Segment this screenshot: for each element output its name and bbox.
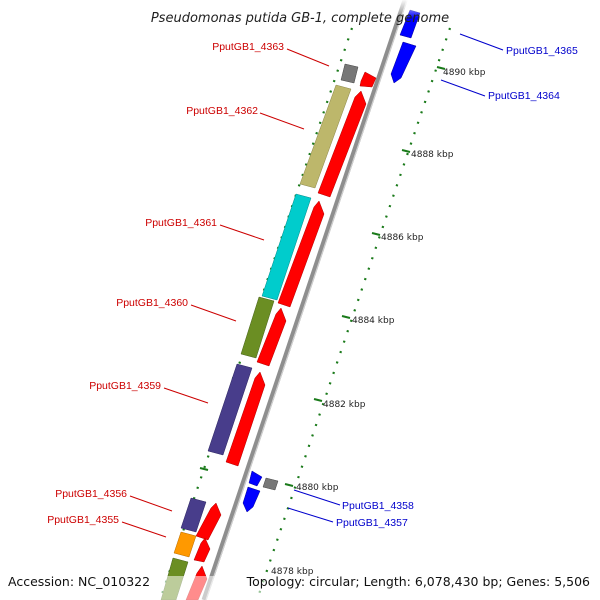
reverse-strand-genes xyxy=(242,9,421,513)
gene-label-4365[interactable]: PputGB1_4365 xyxy=(506,45,578,57)
major-tick xyxy=(436,66,446,70)
tick-label-4886: 4886 kbp xyxy=(381,233,424,243)
gene-label-4355[interactable]: PputGB1_4355 xyxy=(47,514,119,526)
gene-label-4360[interactable]: PputGB1_4360 xyxy=(116,297,188,309)
tick-label-4884: 4884 kbp xyxy=(352,316,395,326)
gene-4363-cds[interactable] xyxy=(359,71,377,88)
inner-tick-dots xyxy=(158,27,354,600)
leader-4357 xyxy=(287,507,334,523)
major-tick xyxy=(199,467,209,471)
gene-label-4361[interactable]: PputGB1_4361 xyxy=(145,217,217,229)
gene-4356-cds[interactable] xyxy=(195,502,222,541)
tick-label-4890: 4890 kbp xyxy=(443,68,486,78)
leader-4355 xyxy=(121,521,167,538)
gene-label-4357[interactable]: PputGB1_4357 xyxy=(336,517,408,529)
gene-4359-cds[interactable] xyxy=(225,371,266,467)
leader-4359 xyxy=(163,387,209,404)
gene-4364-cds[interactable] xyxy=(390,41,417,84)
topology-text: Topology: circular; Length: 6,078,430 bp… xyxy=(246,574,590,589)
gene-4360-cds[interactable] xyxy=(256,307,287,367)
cog-function-ring xyxy=(160,63,359,600)
map-title: Pseudomonas putida GB-1, complete genome xyxy=(151,11,449,26)
cog-block-indigo-2 xyxy=(180,497,207,533)
outer-tick-ring xyxy=(255,27,452,600)
leader-4364 xyxy=(440,79,486,97)
backbone-line xyxy=(201,0,408,600)
accession-text: Accession: NC_010322 xyxy=(8,574,150,589)
leader-4356 xyxy=(129,495,173,512)
gene-4361-cds[interactable] xyxy=(277,200,325,308)
gene-label-4364[interactable]: PputGB1_4364 xyxy=(488,90,560,102)
major-tick xyxy=(313,398,323,402)
forward-strand-genes xyxy=(185,71,377,600)
leader-4363 xyxy=(286,48,330,67)
genome-backbone xyxy=(201,0,408,600)
top-fade-overlay xyxy=(395,0,440,18)
gene-label-4359[interactable]: PputGB1_4359 xyxy=(89,380,161,392)
gene-label-4362[interactable]: PputGB1_4362 xyxy=(186,105,258,117)
gene-label-4356[interactable]: PputGB1_4356 xyxy=(55,488,127,500)
gene-4362-cds[interactable] xyxy=(317,90,367,198)
major-tick xyxy=(284,483,294,487)
gene-4358-cds[interactable] xyxy=(248,470,263,487)
leader-4365 xyxy=(459,33,504,51)
label-leader-lines xyxy=(121,33,504,538)
leader-4360 xyxy=(190,304,237,322)
leader-4361 xyxy=(219,224,265,241)
cog-block-gray xyxy=(340,63,359,84)
gene-labels: PputGB1_4363 PputGB1_4362 PputGB1_4361 P… xyxy=(47,41,578,529)
tick-label-4880: 4880 kbp xyxy=(296,483,339,493)
outer-tick-dots xyxy=(255,27,452,600)
major-tick xyxy=(401,149,411,153)
gene-4355-cds[interactable] xyxy=(193,537,211,563)
footer-backdrop xyxy=(0,576,600,600)
backbone-highlight xyxy=(205,0,408,600)
cog-block-khaki xyxy=(299,84,352,189)
gene-label-4358[interactable]: PputGB1_4358 xyxy=(342,500,414,512)
leader-4358 xyxy=(293,489,341,506)
tick-label-4878: 4878 kbp xyxy=(271,567,314,577)
tick-labels: 4890 kbp 4888 kbp 4886 kbp 4884 kbp 4882… xyxy=(271,68,486,577)
cog-block-orange xyxy=(173,531,197,558)
gene-4357-cds[interactable] xyxy=(242,486,261,513)
cog-block-olive xyxy=(240,296,275,359)
tick-label-4882: 4882 kbp xyxy=(323,400,366,410)
tick-label-4888: 4888 kbp xyxy=(411,150,454,160)
major-tick xyxy=(341,315,351,319)
gene-label-4363[interactable]: PputGB1_4363 xyxy=(212,41,284,53)
major-tick xyxy=(371,232,381,236)
cog-block-indigo xyxy=(207,363,253,456)
leader-4362 xyxy=(259,112,305,130)
cog-block-gray-2 xyxy=(262,477,279,491)
cog-block-cyan xyxy=(261,193,312,301)
